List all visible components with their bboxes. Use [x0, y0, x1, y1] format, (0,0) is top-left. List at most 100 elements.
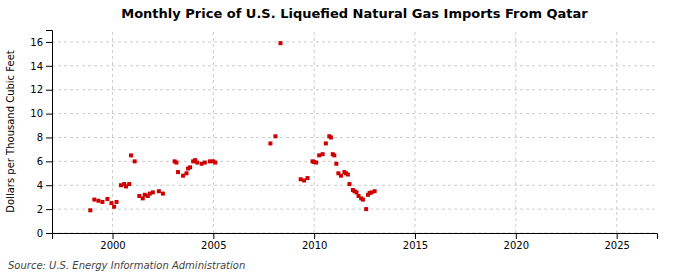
- y-tick-label: 6: [37, 156, 43, 167]
- y-tick: 14: [30, 61, 52, 72]
- x-tick-label: 2020: [504, 240, 529, 251]
- point: [299, 177, 303, 181]
- x-tick: 2010: [302, 233, 327, 251]
- point: [373, 189, 377, 193]
- x-tick: 2015: [403, 233, 428, 251]
- point: [188, 165, 192, 169]
- grid-line-x: [314, 30, 315, 233]
- y-tick-label: 16: [30, 37, 43, 48]
- point: [185, 171, 189, 175]
- point: [115, 200, 119, 204]
- point: [314, 161, 318, 165]
- points: [88, 41, 376, 212]
- point: [176, 170, 180, 174]
- y-tick-label: 10: [30, 108, 43, 119]
- grid-line-y: [52, 137, 657, 138]
- point: [203, 161, 207, 165]
- y-tick-mark: [46, 137, 52, 138]
- x-tick-mark: [213, 233, 214, 239]
- x-tick: 2025: [604, 233, 629, 251]
- grid: [52, 30, 657, 233]
- y-tick-mark: [46, 185, 52, 186]
- point: [112, 205, 116, 209]
- point: [92, 198, 96, 202]
- grid-line-x: [213, 30, 214, 233]
- y-tick: 4: [37, 180, 52, 191]
- y-tick-mark: [46, 161, 52, 162]
- point: [361, 198, 365, 202]
- y-axis-line: [46, 31, 53, 234]
- y-tick-mark: [46, 233, 52, 234]
- point: [324, 141, 328, 145]
- annotation: Source: U.S. Energy Information Administ…: [8, 260, 245, 271]
- chart: 2000 2005 2010 2015 2020 2025 0 2 4 6 8 10 12 14 16 Mon…: [0, 0, 675, 275]
- point: [151, 190, 155, 194]
- point: [302, 178, 306, 182]
- x-tick-mark: [516, 233, 517, 239]
- grid-line-x: [415, 30, 416, 233]
- point: [96, 199, 100, 203]
- point: [137, 194, 141, 198]
- point: [355, 190, 359, 194]
- y-tick: 10: [30, 108, 52, 119]
- grid-line-y: [52, 185, 657, 186]
- y-tick-label: 4: [37, 180, 43, 191]
- x-tick-label: 2005: [201, 240, 226, 251]
- x-tick: 2000: [100, 233, 125, 251]
- x-tick-label: 2000: [100, 240, 125, 251]
- point: [273, 134, 277, 138]
- point: [213, 161, 217, 165]
- grid-line-y: [52, 65, 657, 66]
- point: [157, 189, 161, 193]
- point: [181, 174, 185, 178]
- point: [109, 201, 113, 205]
- point: [100, 200, 104, 204]
- point: [129, 153, 133, 157]
- point: [317, 153, 321, 157]
- y-tick-label: 14: [30, 61, 43, 72]
- y-tick-mark: [46, 66, 52, 67]
- x-tick: 2005: [201, 233, 226, 251]
- title: Monthly Price of U.S. Liquefied Natural …: [121, 6, 588, 21]
- x-tick-label: 2015: [403, 240, 428, 251]
- x-tick-mark: [113, 233, 114, 239]
- point: [347, 182, 351, 186]
- point: [141, 196, 145, 200]
- y-tick: 2: [37, 204, 52, 215]
- y-tick: 12: [30, 84, 52, 95]
- y-tick-mark: [46, 90, 52, 91]
- x-axis: 2000 2005 2010 2015 2020 2025: [53, 233, 658, 251]
- y-tick-label: 12: [30, 84, 43, 95]
- y-tick-label: 0: [37, 228, 43, 239]
- y-tick-mark: [46, 42, 52, 43]
- y-tick: 16: [30, 37, 52, 48]
- grid-line-x: [515, 30, 516, 233]
- y-tick: 8: [37, 132, 52, 143]
- point: [195, 161, 199, 165]
- y-tick-label: 8: [37, 132, 43, 143]
- point: [321, 152, 325, 156]
- x-tick-mark: [415, 233, 416, 239]
- point: [127, 182, 131, 186]
- y-tick-mark: [46, 114, 52, 115]
- y-axis: 0 2 4 6 8 10 12 14 16: [30, 31, 52, 239]
- point: [174, 161, 178, 165]
- grid-line-y: [52, 161, 657, 162]
- point: [268, 141, 272, 145]
- x-tick-label: 2025: [604, 240, 629, 251]
- y-tick-label: 2: [37, 204, 43, 215]
- x-tick: 2020: [504, 233, 529, 251]
- y-tick-mark: [46, 209, 52, 210]
- y-tick: 0: [37, 228, 52, 239]
- x-tick-mark: [314, 233, 315, 239]
- point: [133, 159, 137, 163]
- point: [346, 172, 350, 176]
- grid-line-y: [52, 41, 657, 42]
- point: [329, 135, 333, 139]
- point: [88, 208, 92, 212]
- grid-line-y: [52, 209, 657, 210]
- point: [334, 162, 338, 166]
- point: [306, 176, 310, 180]
- point: [364, 207, 368, 211]
- x-tick-label: 2010: [302, 240, 327, 251]
